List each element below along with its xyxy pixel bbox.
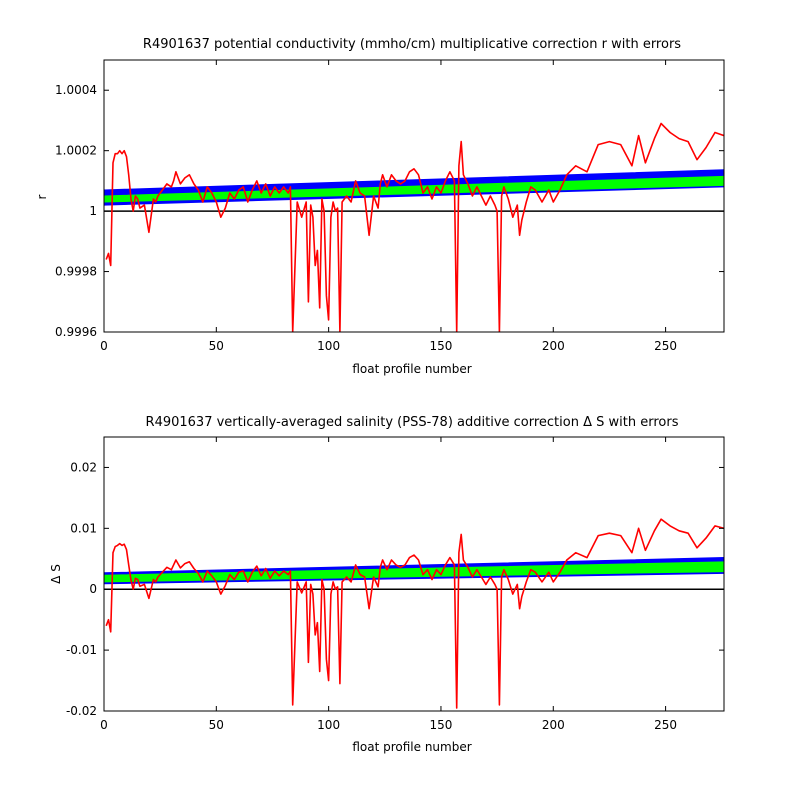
axes-frame (103, 436, 725, 712)
y-tick-label: 0.9998 (55, 265, 97, 279)
x-tick-label: 50 (209, 339, 224, 353)
y-tick-label: 0.02 (70, 460, 97, 474)
plot-area (104, 122, 724, 332)
salinity-correction-plot: R4901637 vertically-averaged salinity (P… (49, 415, 725, 754)
x-tick-label: 0 (100, 718, 108, 732)
x-tick-label: 200 (542, 339, 565, 353)
axes-frame (103, 59, 725, 333)
x-tick-label: 50 (209, 718, 224, 732)
y-axis-label: r (35, 194, 49, 199)
correction-series-line (105, 518, 724, 709)
y-tick-label: -0.01 (66, 643, 97, 657)
x-tick-label: 150 (430, 339, 453, 353)
x-tick-label: 150 (430, 718, 453, 732)
x-tick-label: 200 (542, 718, 565, 732)
error-band-inner (104, 175, 724, 203)
y-tick-label: -0.02 (66, 704, 97, 718)
y-tick-label: 1 (89, 204, 97, 218)
y-tick-label: 1.0002 (55, 144, 97, 158)
y-tick-label: 0.01 (70, 521, 97, 535)
axis-ticks: 0 50 100 150 200 250 -0.02 -0.01 0 0.01 0.02 (66, 436, 725, 732)
y-tick-label: 0.9996 (55, 325, 97, 339)
axis-ticks: 0 50 100 150 200 250 0.9996 0.9998 1 1.0002 1.0004 (55, 59, 725, 353)
x-axis-label: float profile number (352, 740, 471, 754)
plot-area (104, 518, 724, 709)
x-tick-label: 100 (317, 339, 340, 353)
x-tick-label: 250 (654, 339, 677, 353)
y-tick-label: 1.0004 (55, 83, 97, 97)
plot-title: R4901637 potential conductivity (mmho/cm… (143, 37, 681, 52)
x-tick-label: 0 (100, 339, 108, 353)
x-axis-label: float profile number (352, 362, 471, 376)
conductivity-correction-plot: R4901637 potential conductivity (mmho/cm… (35, 37, 725, 376)
x-tick-label: 100 (317, 718, 340, 732)
y-tick-label: 0 (89, 582, 97, 596)
correction-series-line (105, 122, 724, 332)
x-tick-label: 250 (654, 718, 677, 732)
plot-title: R4901637 vertically-averaged salinity (P… (146, 415, 679, 430)
error-band-inner (104, 561, 724, 583)
y-axis-label: Δ S (49, 564, 63, 584)
